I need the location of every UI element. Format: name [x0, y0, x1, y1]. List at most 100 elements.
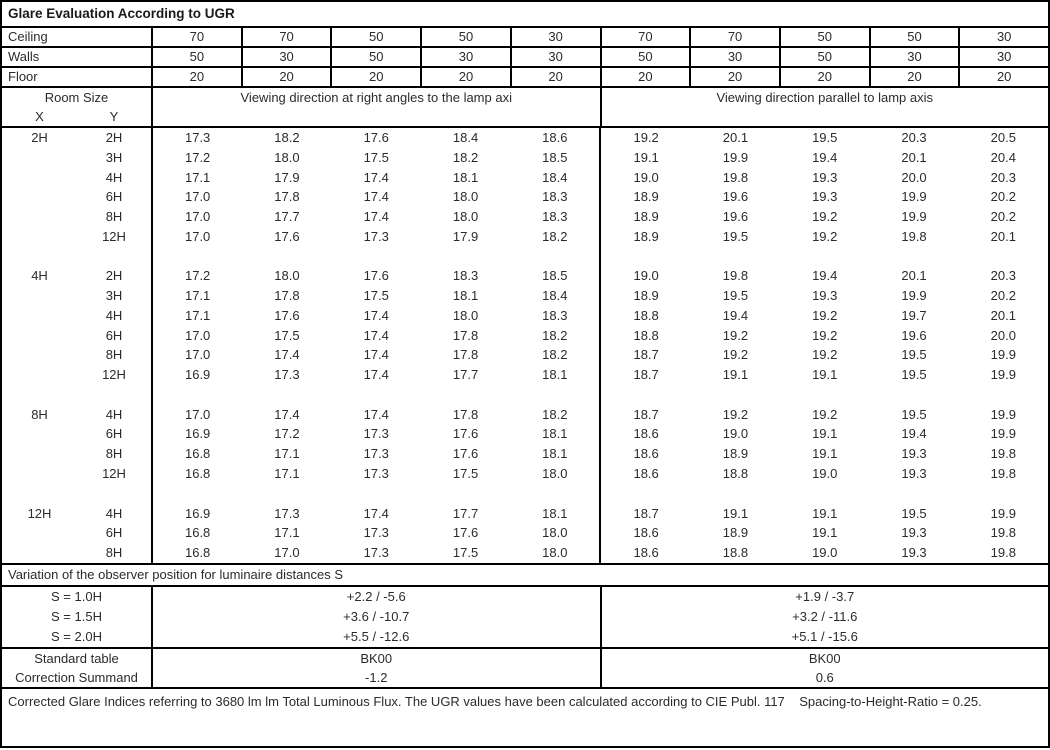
room-y-label: 3H — [77, 147, 153, 168]
surface-value: 20 — [240, 68, 331, 86]
ugr-value: 17.3 — [363, 228, 389, 244]
ugr-value: 19.9 — [990, 347, 1016, 363]
ugr-value: 19.8 — [901, 228, 927, 244]
ugr-value: 18.7 — [599, 404, 690, 425]
variation-value-left: +2.2 / -5.6 — [346, 589, 406, 604]
ugr-value: 18.6 — [599, 523, 690, 544]
room-y-label: 3H — [77, 286, 153, 306]
surface-value: 20 — [778, 68, 869, 86]
ugr-value — [242, 247, 331, 267]
ugr-value: 19.9 — [990, 505, 1016, 521]
surface-label: Ceiling — [2, 28, 153, 46]
ugr-value — [510, 484, 599, 504]
room-y-label: 12H — [77, 226, 153, 247]
variation-row: S = 2.0H +5.5 / -12.6 +5.1 / -15.6 — [2, 627, 1048, 647]
table-row — [2, 246, 1048, 267]
ugr-value: 18.6 — [599, 464, 690, 484]
ugr-value: 17.4 — [363, 169, 389, 185]
ugr-value: 19.3 — [901, 446, 927, 462]
variation-rows: S = 1.0H +2.2 / -5.6 +1.9 / -3.7 S = 1.5… — [2, 587, 1048, 649]
surface-value: 70 — [189, 29, 205, 44]
ugr-value: 18.8 — [599, 325, 690, 346]
ugr-value: 20.4 — [990, 149, 1016, 165]
ugr-value: 18.0 — [452, 189, 479, 205]
surface-value: 20 — [689, 68, 779, 86]
ugr-value — [510, 385, 599, 405]
y-column-header: Y — [109, 109, 119, 124]
surface-value: 50 — [778, 28, 869, 46]
ugr-value: 17.8 — [274, 189, 300, 205]
variation-value-left: +3.6 / -10.7 — [343, 609, 410, 624]
room-x-label: 12H — [27, 505, 52, 521]
ugr-value: 19.2 — [812, 347, 838, 363]
ugr-value: 20.0 — [990, 327, 1016, 343]
room-y-label: 6H — [77, 187, 153, 208]
table-row — [2, 384, 1048, 405]
room-x-label — [2, 345, 77, 365]
ugr-value: 17.5 — [452, 545, 479, 561]
ugr-value: 19.9 — [901, 288, 927, 304]
variation-row-label: S = 2.0H — [2, 627, 153, 647]
ugr-value: 19.5 — [722, 228, 749, 244]
ugr-value: 17.1 — [184, 288, 211, 304]
ugr-value: 19.2 — [722, 347, 749, 363]
ugr-value: 18.3 — [452, 268, 479, 284]
table-row: 12H 16.9 17.3 17.4 17.7 18.1 18.7 19.1 19.1 19.5 1… — [2, 365, 1048, 385]
ugr-value: 18.0 — [542, 525, 568, 541]
table-row: 8H 16.8 17.1 17.3 17.6 18.1 18.6 18.9 19.1 19.3 19… — [2, 444, 1048, 465]
ugr-value — [332, 484, 421, 504]
ugr-value: 20.3 — [990, 268, 1016, 284]
room-size-label: Room Size — [44, 90, 109, 105]
ugr-value: 17.5 — [363, 149, 389, 165]
ugr-value: 17.4 — [363, 347, 389, 363]
ugr-value: 19.0 — [722, 426, 749, 442]
room-y-label: 8H — [77, 207, 153, 227]
surface-value: 50 — [778, 48, 869, 66]
surface-value: 20 — [599, 68, 690, 86]
ugr-value: 17.4 — [363, 327, 389, 343]
ugr-value — [959, 385, 1048, 405]
table-row: 2H 2H 17.3 18.2 17.6 18.4 18.6 19.2 20.1 19.5 20.3… — [2, 128, 1048, 148]
ugr-value: 17.3 — [184, 130, 211, 145]
ugr-value: 17.3 — [363, 466, 389, 482]
table-row: 12H 16.8 17.1 17.3 17.5 18.0 18.6 18.8 19.0 19.3 1… — [2, 464, 1048, 484]
ugr-value: 19.4 — [812, 268, 838, 284]
ugr-value — [153, 484, 242, 504]
ugr-value: 19.3 — [901, 545, 927, 561]
ugr-value: 19.8 — [990, 446, 1016, 462]
ugr-value: 17.0 — [184, 347, 211, 363]
ugr-value: 19.6 — [722, 209, 749, 225]
ugr-value: 18.1 — [452, 169, 479, 185]
ugr-value: 19.2 — [812, 307, 838, 323]
ugr-value: 19.2 — [599, 128, 690, 148]
standard-table-left: BK00 — [360, 651, 393, 666]
room-x-label — [2, 148, 77, 168]
ugr-value: 19.8 — [722, 169, 749, 185]
ugr-value: 17.1 — [184, 169, 211, 185]
variation-row-label: S = 1.5H — [2, 607, 153, 627]
ugr-value: 17.4 — [363, 406, 389, 422]
surface-value: 30 — [420, 48, 510, 66]
ugr-value: 19.1 — [812, 446, 838, 462]
ugr-value: 19.5 — [901, 505, 927, 521]
ugr-value: 17.3 — [363, 545, 389, 561]
ugr-value: 17.6 — [274, 228, 300, 244]
ugr-value: 20.1 — [901, 268, 927, 284]
surface-value: 30 — [240, 48, 331, 66]
variation-row: S = 1.0H +2.2 / -5.6 +1.9 / -3.7 — [2, 587, 1048, 607]
ugr-value: 17.1 — [184, 307, 211, 323]
ugr-value: 17.8 — [274, 288, 300, 304]
ugr-value: 19.9 — [990, 367, 1016, 383]
ugr-value — [780, 385, 869, 405]
ugr-value: 19.4 — [901, 426, 927, 442]
variation-value-right: +1.9 / -3.7 — [599, 587, 1049, 607]
ugr-value: 16.8 — [184, 466, 211, 482]
ugr-value: 19.0 — [812, 466, 838, 482]
room-y-label: 6H — [77, 523, 153, 544]
x-column-header: X — [35, 109, 44, 124]
ugr-value: 18.9 — [599, 226, 690, 247]
surface-value: 20 — [330, 68, 420, 86]
ugr-value: 19.5 — [901, 406, 927, 422]
ugr-value: 20.5 — [990, 130, 1016, 145]
